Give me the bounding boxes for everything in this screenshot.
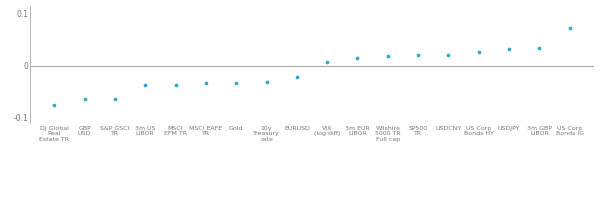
Point bbox=[504, 48, 514, 51]
Point bbox=[322, 60, 332, 64]
Point bbox=[443, 53, 453, 56]
Point bbox=[232, 81, 241, 84]
Point bbox=[413, 53, 423, 56]
Point bbox=[535, 46, 544, 50]
Point bbox=[353, 56, 362, 59]
Point bbox=[110, 98, 120, 101]
Point bbox=[565, 27, 575, 30]
Point bbox=[262, 81, 271, 84]
Point bbox=[201, 81, 211, 84]
Point bbox=[171, 83, 181, 87]
Point bbox=[140, 84, 150, 87]
Point bbox=[49, 103, 59, 106]
Point bbox=[292, 75, 302, 79]
Point bbox=[383, 55, 392, 58]
Point bbox=[474, 50, 484, 53]
Point bbox=[80, 98, 89, 101]
